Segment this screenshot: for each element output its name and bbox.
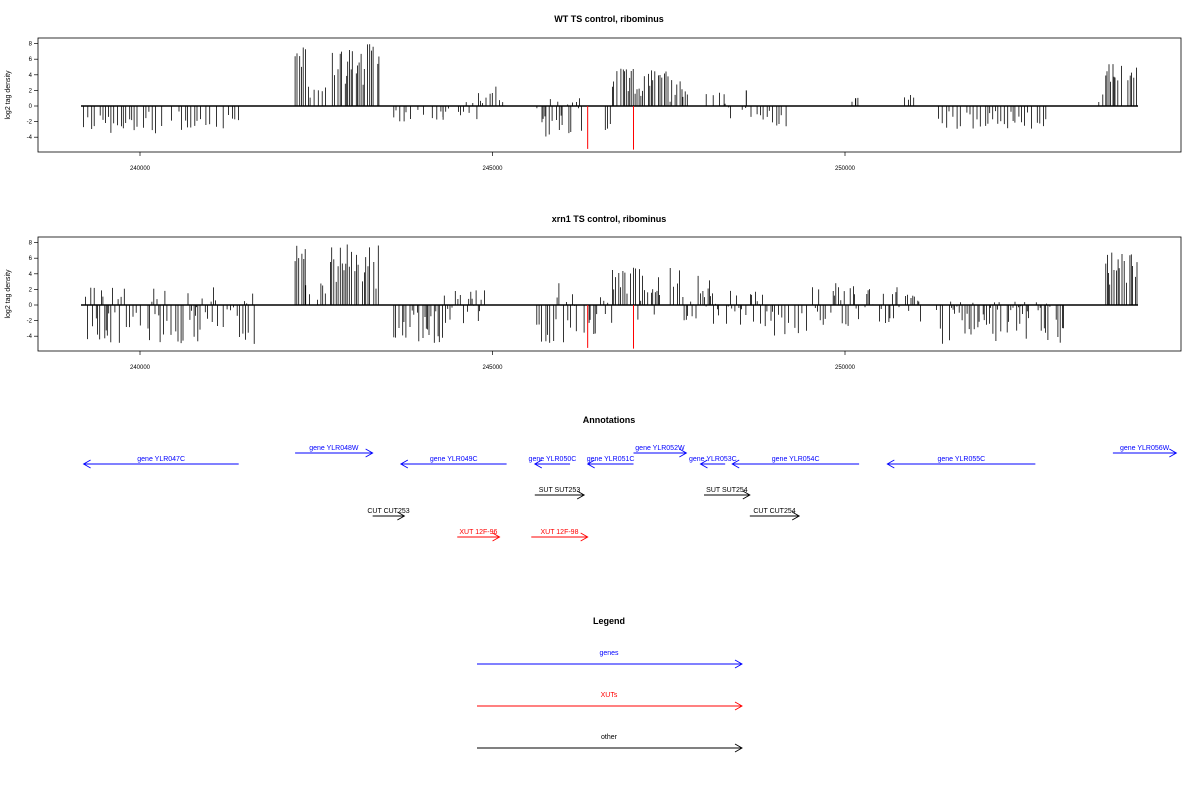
x-tick-label: 250000	[835, 365, 856, 371]
wt-density-bars	[81, 44, 1138, 150]
feature-label: XUT 12F-98	[540, 529, 578, 536]
x-tick-label: 240000	[130, 365, 151, 371]
wt-y-axis-label: log2 tag density	[5, 70, 12, 120]
x-tick-label: 245000	[482, 166, 503, 172]
annotation-feature: XUT 12F-96	[457, 529, 501, 542]
xrn1-y-ticks: 8 6 4 2 0 -2 -4	[27, 241, 38, 340]
xrn1-x-ticks: 240000 245000 250000	[130, 351, 856, 371]
feature-arrow-head	[699, 459, 708, 469]
feature-arrow-head	[397, 511, 406, 521]
feature-arrow-head	[742, 490, 751, 500]
wt-y-ticks: 8 6 4 2 0 -2 -4	[27, 42, 38, 141]
annotation-feature: gene YLR055C	[886, 456, 1036, 469]
legend-arrow-head	[734, 701, 743, 711]
y-tick-label: -2	[27, 319, 33, 325]
feature-arrow-head	[533, 459, 543, 469]
feature-arrow-head	[365, 448, 374, 458]
annotation-feature: gene YLR049C	[399, 456, 507, 469]
xrn1-density-panel: xrn1 TS control, ribominus log2 tag dens…	[5, 214, 1182, 371]
feature-arrow-head	[731, 459, 740, 469]
y-tick-label: 0	[29, 104, 33, 110]
y-tick-label: 4	[29, 272, 33, 278]
wt-panel-title: WT TS control, ribominus	[554, 14, 664, 24]
annotation-feature: CUT CUT254	[749, 508, 801, 521]
annotation-feature: gene YLR053C	[689, 456, 737, 469]
y-tick-label: -4	[27, 135, 33, 141]
legend-item: genes	[477, 650, 743, 669]
y-tick-label: 2	[29, 88, 33, 94]
legend-arrow-head	[734, 659, 743, 669]
xrn1-y-axis-label: log2 tag density	[5, 269, 12, 319]
annotation-feature: gene YLR052W	[633, 445, 688, 458]
feature-arrow-head	[886, 459, 895, 469]
legend-label: other	[601, 734, 618, 741]
legend-arrow-head	[734, 743, 743, 753]
wt-density-panel: WT TS control, ribominus log2 tag densit…	[5, 14, 1182, 172]
feature-arrow-head	[1169, 448, 1178, 458]
feature-label: gene YLR053C	[689, 456, 737, 463]
y-tick-label: -2	[27, 120, 33, 126]
xrn1-density-bars	[81, 244, 1138, 349]
annotation-feature: XUT 12F-98	[531, 529, 589, 542]
annotation-feature: gene YLR051C	[586, 456, 635, 469]
annotation-features: gene YLR047C gene YLR048W gene YLR049C gene…	[82, 445, 1178, 542]
feature-arrow-head	[586, 459, 595, 469]
feature-label: gene YLR049C	[430, 456, 478, 463]
annotation-feature: gene YLR048W	[295, 445, 374, 458]
feature-label: XUT 12F-96	[459, 529, 497, 536]
feature-label: gene YLR052W	[635, 445, 685, 452]
y-tick-label: -4	[27, 334, 33, 340]
legend-title: Legend	[593, 616, 625, 626]
feature-label: gene YLR047C	[137, 456, 185, 463]
x-tick-label: 240000	[130, 166, 151, 172]
legend: Legend genes XUTs other	[477, 616, 743, 753]
annotation-feature: SUT SUT253	[534, 487, 586, 500]
feature-arrow-head	[791, 511, 801, 521]
xrn1-panel-title: xrn1 TS control, ribominus	[552, 214, 667, 224]
feature-arrow-head	[399, 459, 409, 469]
annotation-feature: gene YLR056W	[1112, 445, 1178, 458]
feature-label: gene YLR048W	[309, 445, 359, 452]
legend-label: genes	[599, 650, 619, 657]
feature-label: gene YLR056W	[1120, 445, 1170, 452]
y-tick-label: 0	[29, 303, 33, 309]
y-tick-label: 2	[29, 287, 33, 293]
feature-arrow-head	[580, 532, 589, 542]
legend-item: XUTs	[477, 692, 743, 711]
y-tick-label: 6	[29, 57, 33, 63]
feature-label: CUT CUT253	[367, 508, 409, 515]
annotation-feature: gene YLR050C	[529, 456, 577, 469]
y-tick-label: 4	[29, 73, 33, 79]
legend-label: XUTs	[601, 692, 618, 699]
y-tick-label: 8	[29, 42, 33, 48]
feature-label: SUT SUT253	[539, 487, 581, 494]
wt-plot-frame	[37, 37, 1182, 153]
feature-arrow-head	[492, 532, 501, 542]
feature-label: gene YLR055C	[937, 456, 985, 463]
wt-x-ticks: 240000 245000 250000	[130, 152, 856, 172]
feature-label: SUT SUT254	[706, 487, 748, 494]
annotations-title: Annotations	[583, 415, 636, 425]
y-tick-label: 6	[29, 256, 33, 262]
feature-label: gene YLR051C	[587, 456, 635, 463]
annotation-feature: gene YLR054C	[731, 456, 860, 469]
x-tick-label: 250000	[835, 166, 856, 172]
feature-label: gene YLR054C	[772, 456, 820, 463]
annotation-feature: CUT CUT253	[367, 508, 410, 521]
annotation-feature: gene YLR047C	[82, 456, 239, 469]
y-tick-label: 8	[29, 241, 33, 247]
x-tick-label: 245000	[482, 365, 503, 371]
legend-item: other	[477, 734, 743, 753]
feature-label: gene YLR050C	[529, 456, 577, 463]
xrn1-plot-frame	[37, 236, 1182, 352]
feature-arrow-head	[679, 448, 688, 458]
feature-label: CUT CUT254	[753, 508, 795, 515]
feature-arrow-head	[82, 459, 91, 469]
annotation-feature: SUT SUT254	[704, 487, 751, 500]
feature-arrow-head	[576, 490, 586, 500]
legend-items: genes XUTs other	[477, 650, 743, 753]
